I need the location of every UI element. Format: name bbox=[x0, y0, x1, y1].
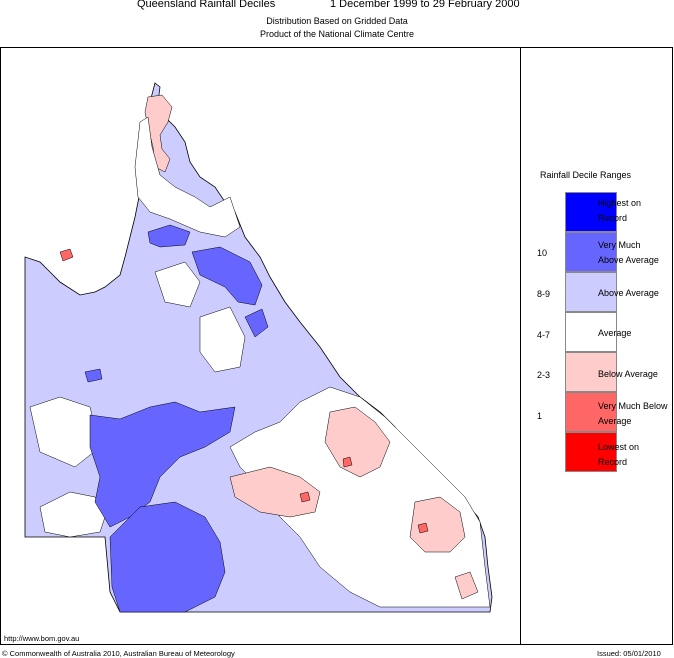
footer-issued-date: Issued: 05/01/2010 bbox=[597, 649, 661, 658]
legend-label-below: Below Average bbox=[598, 369, 658, 379]
legend-range-average: 4-7 bbox=[537, 330, 551, 340]
legend-label-very-much-below: Very Much Below Average bbox=[598, 401, 668, 426]
legend-swatch-very-much-below bbox=[565, 392, 617, 432]
map-frame bbox=[0, 47, 673, 645]
map-subtitle-distribution: Distribution Based on Gridded Data bbox=[266, 16, 408, 26]
legend-label-very-much-above: Very Much Above Average bbox=[598, 240, 659, 265]
below-average-coast bbox=[454, 571, 479, 600]
legend-swatch-very-much-above bbox=[565, 232, 617, 272]
footer-url[interactable]: http://www.bom.gov.au bbox=[4, 634, 80, 643]
legend-range-very-much-above: 10 bbox=[537, 248, 548, 258]
very-much-above-gulf bbox=[147, 224, 191, 248]
legend-swatch-below bbox=[565, 352, 617, 392]
legend-range-very-much-below: 1 bbox=[537, 411, 543, 421]
legend-range-below: 2-3 bbox=[537, 370, 551, 380]
below-average-east bbox=[324, 406, 391, 478]
average-mid bbox=[199, 306, 246, 373]
average-west bbox=[39, 491, 106, 538]
very-much-above-southwest bbox=[109, 501, 226, 613]
very-much-below-east bbox=[342, 456, 353, 468]
very-much-above-central bbox=[89, 401, 236, 528]
average-north bbox=[154, 261, 201, 308]
map-subtitle-product: Product of the National Climate Centre bbox=[259, 29, 415, 39]
below-average-central bbox=[229, 466, 321, 518]
very-much-above-north bbox=[191, 246, 263, 306]
average-cape bbox=[134, 116, 241, 238]
legend-label-highest: Highest on Record bbox=[598, 198, 642, 223]
legend-title: Rainfall Decile Ranges bbox=[540, 170, 632, 180]
legend-swatch-average bbox=[565, 312, 617, 352]
very-much-below-central bbox=[299, 491, 311, 503]
below-average-southeast bbox=[409, 496, 466, 553]
very-much-below-southeast bbox=[417, 522, 429, 534]
footer-copyright: © Commonwealth of Australia 2010, Austra… bbox=[2, 649, 235, 658]
legend-swatch-highest bbox=[565, 192, 617, 232]
legend-swatch-above bbox=[565, 272, 617, 312]
legend-swatch-lowest bbox=[565, 432, 617, 472]
legend-range-above: 8-9 bbox=[537, 289, 551, 299]
map-title: Queensland Rainfall Deciles bbox=[137, 0, 276, 10]
legend-divider bbox=[520, 47, 521, 645]
map-date-range: 1 December 1999 to 29 February 2000 bbox=[330, 0, 520, 10]
queensland-decile-map bbox=[24, 82, 493, 613]
map-title-row: Queensland Rainfall Deciles 1 December 1… bbox=[0, 0, 674, 12]
very-much-below-island bbox=[59, 248, 74, 262]
legend-label-average: Average bbox=[598, 328, 632, 338]
very-much-above-small bbox=[84, 368, 103, 383]
legend-label-above: Above Average bbox=[598, 288, 659, 298]
legend-label-lowest: Lowest on Record bbox=[598, 442, 640, 467]
very-much-above-east bbox=[244, 308, 269, 338]
